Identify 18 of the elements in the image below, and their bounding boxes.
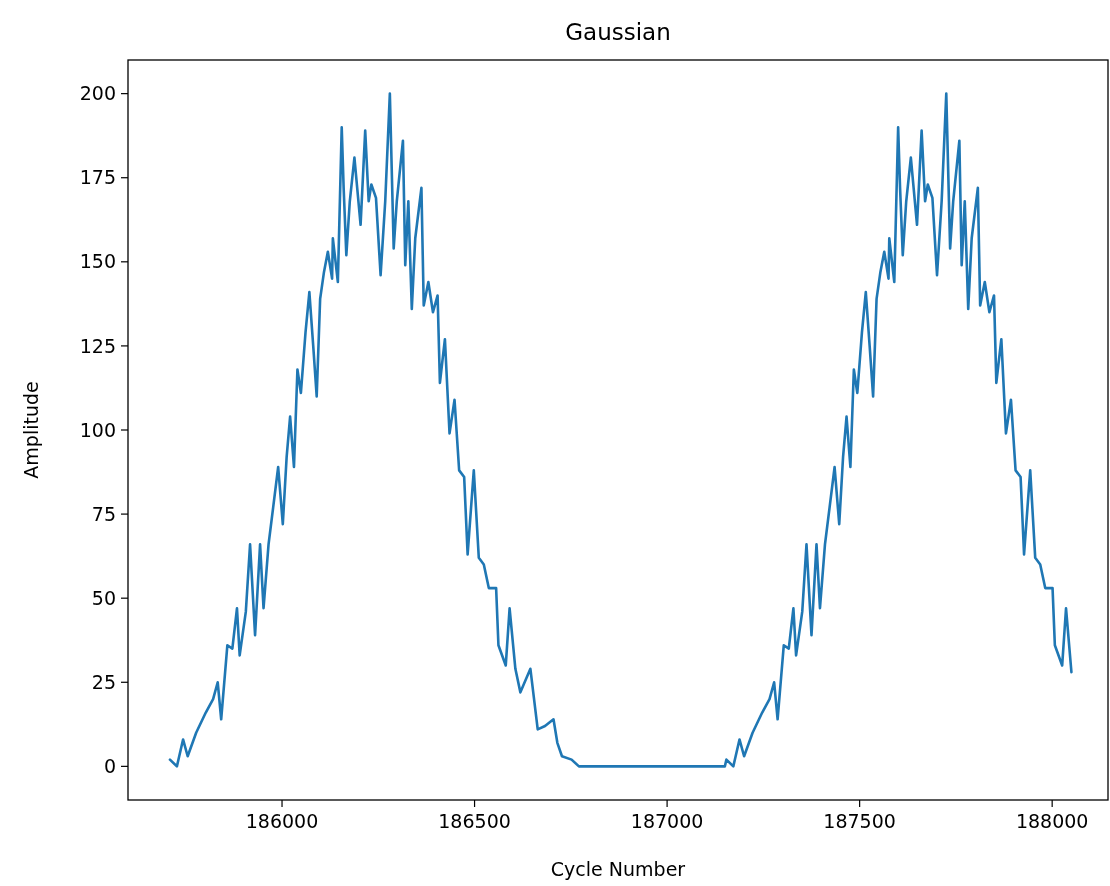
- y-tick-label: 25: [91, 670, 116, 693]
- y-tick-label: 0: [103, 755, 116, 778]
- y-tick-label: 200: [79, 82, 116, 105]
- x-tick-label: 188000: [1015, 810, 1089, 832]
- y-tick-label: 100: [79, 418, 116, 441]
- y-tick-label: 75: [91, 502, 116, 525]
- x-tick-label: 186000: [245, 810, 319, 832]
- x-tick-label: 187000: [630, 810, 704, 832]
- y-tick-label: 175: [79, 166, 116, 189]
- x-tick-label: 186500: [438, 810, 511, 832]
- y-tick-label: 50: [91, 586, 116, 609]
- y-tick-label: 125: [79, 334, 116, 357]
- x-tick-label: 187500: [823, 810, 896, 832]
- line-series: [168, 92, 1073, 768]
- x-axis-title: Cycle Number: [550, 858, 686, 880]
- y-axis-title: Amplitude: [20, 381, 42, 479]
- y-tick-label: 150: [79, 250, 116, 273]
- chart-title: Gaussian: [565, 19, 671, 45]
